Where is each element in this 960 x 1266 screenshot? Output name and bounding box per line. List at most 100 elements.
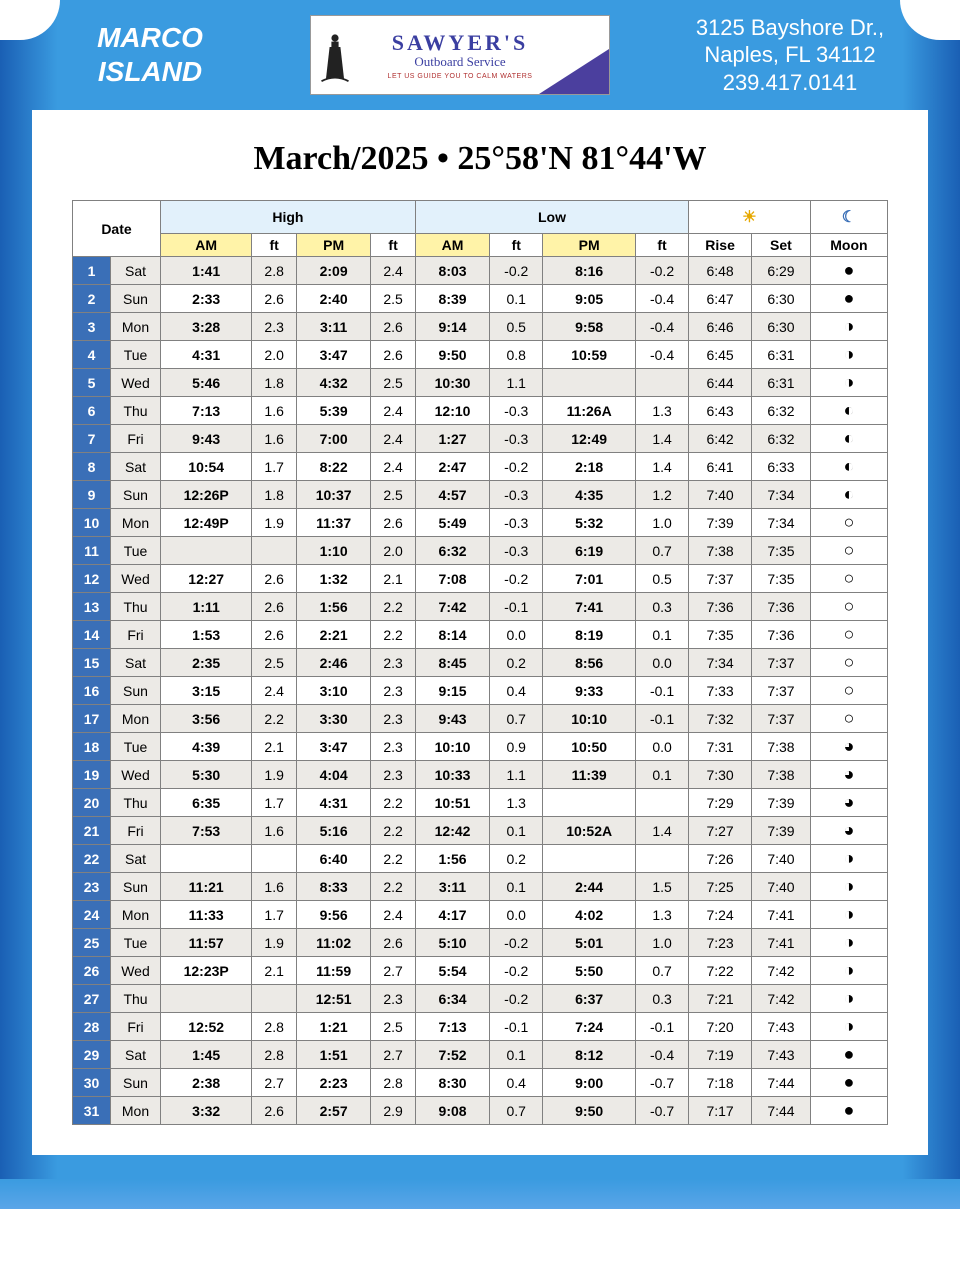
day-number: 31 — [73, 1097, 111, 1125]
table-row: 15Sat2:352.52:462.38:450.28:560.07:347:3… — [73, 649, 888, 677]
low-pm: 8:19 — [543, 621, 636, 649]
day-name: Sat — [111, 845, 161, 873]
high-pm: 8:22 — [296, 453, 370, 481]
moon-phase: ○ — [810, 621, 887, 649]
day-number: 15 — [73, 649, 111, 677]
low-am-ft: 0.8 — [490, 341, 543, 369]
day-name: Sun — [111, 481, 161, 509]
moon-phase: ● — [810, 1069, 887, 1097]
low-pm-ft: 1.0 — [636, 929, 689, 957]
low-pm: 4:35 — [543, 481, 636, 509]
sunset: 7:41 — [752, 901, 811, 929]
low-pm — [543, 369, 636, 397]
high-am-ft: 2.6 — [252, 565, 297, 593]
low-pm: 7:41 — [543, 593, 636, 621]
sponsor-card: SAWYER'S Outboard Service LET US GUIDE Y… — [310, 15, 610, 95]
low-am: 8:14 — [415, 621, 489, 649]
high-pm: 11:37 — [296, 509, 370, 537]
high-am-ft: 1.6 — [252, 397, 297, 425]
col-low-pm: PM — [543, 234, 636, 257]
day-name: Fri — [111, 1013, 161, 1041]
low-pm: 9:58 — [543, 313, 636, 341]
high-pm-ft: 2.6 — [371, 929, 416, 957]
low-am: 8:03 — [415, 257, 489, 285]
day-number: 16 — [73, 677, 111, 705]
high-am-ft: 1.8 — [252, 481, 297, 509]
low-am-ft: 0.4 — [490, 677, 543, 705]
table-row: 18Tue4:392.13:472.310:100.910:500.07:317… — [73, 733, 888, 761]
moon-phase: ◕ — [810, 761, 887, 789]
high-am: 2:35 — [161, 649, 252, 677]
sunrise: 7:27 — [689, 817, 752, 845]
address-line1: 3125 Bayshore Dr., — [640, 14, 940, 42]
moon-phase: ◐ — [810, 425, 887, 453]
high-am-ft: 2.5 — [252, 649, 297, 677]
high-am-ft: 2.1 — [252, 957, 297, 985]
high-am-ft: 1.7 — [252, 789, 297, 817]
day-number: 24 — [73, 901, 111, 929]
low-pm: 2:44 — [543, 873, 636, 901]
moon-phase: ◕ — [810, 789, 887, 817]
low-am: 6:34 — [415, 985, 489, 1013]
low-pm-ft: 1.3 — [636, 901, 689, 929]
day-number: 9 — [73, 481, 111, 509]
sunset: 7:40 — [752, 873, 811, 901]
col-date: Date — [73, 201, 161, 257]
tide-table: Date High Low ☀ ☾ AM ft PM ft AM ft PM f… — [72, 200, 888, 1125]
low-am-ft: 0.0 — [490, 901, 543, 929]
low-am-ft: 1.3 — [490, 789, 543, 817]
day-number: 26 — [73, 957, 111, 985]
high-pm: 6:40 — [296, 845, 370, 873]
low-pm: 8:16 — [543, 257, 636, 285]
header: MARCO ISLAND SAWYER'S Outboard Service L… — [0, 0, 960, 110]
low-pm — [543, 789, 636, 817]
col-moon: Moon — [810, 234, 887, 257]
low-pm-ft: 1.2 — [636, 481, 689, 509]
table-row: 14Fri1:532.62:212.28:140.08:190.17:357:3… — [73, 621, 888, 649]
low-pm: 8:56 — [543, 649, 636, 677]
table-row: 1Sat1:412.82:092.48:03-0.28:16-0.26:486:… — [73, 257, 888, 285]
sunrise: 7:31 — [689, 733, 752, 761]
low-am: 4:17 — [415, 901, 489, 929]
high-am-ft: 2.6 — [252, 621, 297, 649]
high-pm-ft: 2.5 — [371, 1013, 416, 1041]
low-am: 7:08 — [415, 565, 489, 593]
low-am-ft: 0.4 — [490, 1069, 543, 1097]
day-name: Mon — [111, 1097, 161, 1125]
high-pm: 5:39 — [296, 397, 370, 425]
day-name: Thu — [111, 985, 161, 1013]
day-number: 22 — [73, 845, 111, 873]
high-am: 12:49P — [161, 509, 252, 537]
sunset: 6:31 — [752, 341, 811, 369]
col-low-pm-ft: ft — [636, 234, 689, 257]
sunrise: 7:22 — [689, 957, 752, 985]
sunset: 7:38 — [752, 761, 811, 789]
sunrise: 7:34 — [689, 649, 752, 677]
low-am-ft: 1.1 — [490, 761, 543, 789]
low-am: 7:42 — [415, 593, 489, 621]
sunset: 7:39 — [752, 789, 811, 817]
location-block: MARCO ISLAND — [20, 21, 280, 88]
sunrise: 7:35 — [689, 621, 752, 649]
low-pm: 9:00 — [543, 1069, 636, 1097]
sunset: 7:36 — [752, 621, 811, 649]
low-pm-ft: 1.4 — [636, 453, 689, 481]
sponsor-corner — [539, 49, 609, 94]
table-row: 27Thu12:512.36:34-0.26:370.37:217:42◑ — [73, 985, 888, 1013]
high-pm: 1:21 — [296, 1013, 370, 1041]
sunset: 7:35 — [752, 565, 811, 593]
col-high-pm-ft: ft — [371, 234, 416, 257]
moon-phase: ◑ — [810, 957, 887, 985]
low-pm-ft: 0.0 — [636, 733, 689, 761]
low-am: 5:10 — [415, 929, 489, 957]
table-row: 21Fri7:531.65:162.212:420.110:52A1.47:27… — [73, 817, 888, 845]
moon-phase: ◐ — [810, 481, 887, 509]
sunset: 7:43 — [752, 1013, 811, 1041]
moon-phase: ○ — [810, 677, 887, 705]
table-head: Date High Low ☀ ☾ AM ft PM ft AM ft PM f… — [73, 201, 888, 257]
high-am-ft: 1.6 — [252, 873, 297, 901]
table-row: 23Sun11:211.68:332.23:110.12:441.57:257:… — [73, 873, 888, 901]
day-name: Sun — [111, 873, 161, 901]
high-pm-ft: 2.3 — [371, 985, 416, 1013]
col-sun: ☀ — [689, 201, 811, 234]
